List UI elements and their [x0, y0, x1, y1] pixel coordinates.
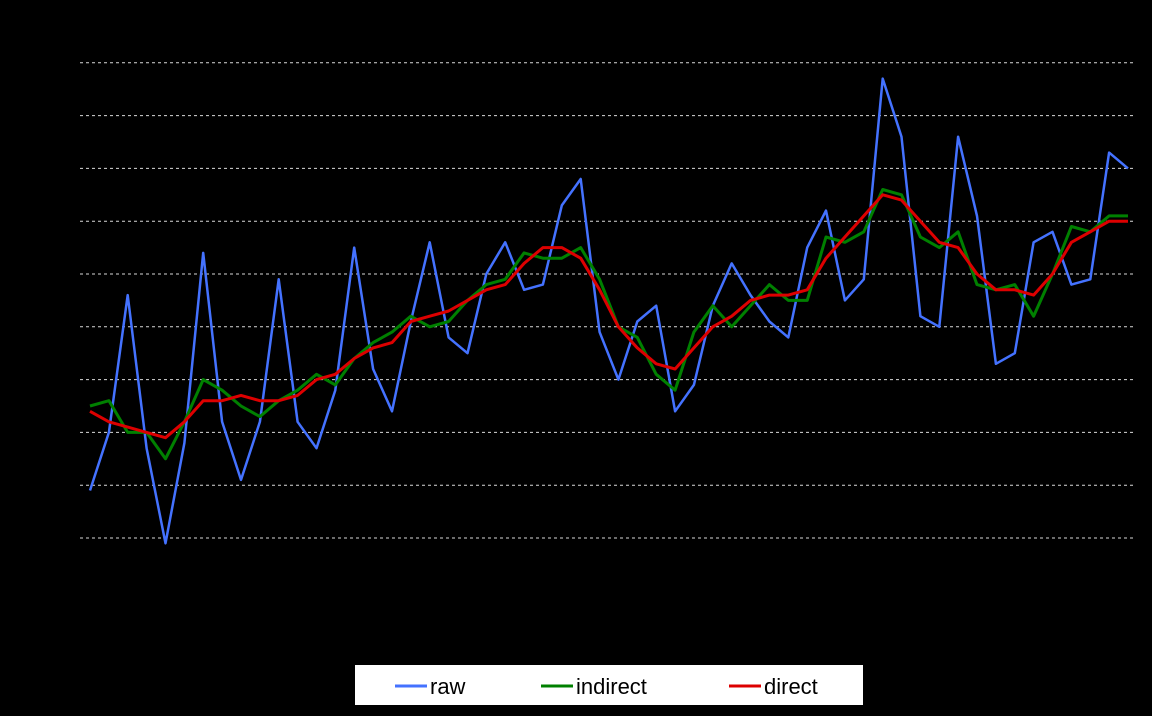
legend-label-raw: raw: [430, 674, 466, 699]
series-line-indirect: [89, 188, 1128, 461]
legend-label-indirect: indirect: [576, 674, 647, 699]
series-line-direct: [89, 193, 1128, 440]
legend-box: [355, 665, 863, 705]
series-line-raw: [88, 77, 1129, 545]
series-lines: [88, 77, 1129, 545]
legend-label-direct: direct: [764, 674, 818, 699]
legend: raw indirect direct: [355, 665, 863, 705]
